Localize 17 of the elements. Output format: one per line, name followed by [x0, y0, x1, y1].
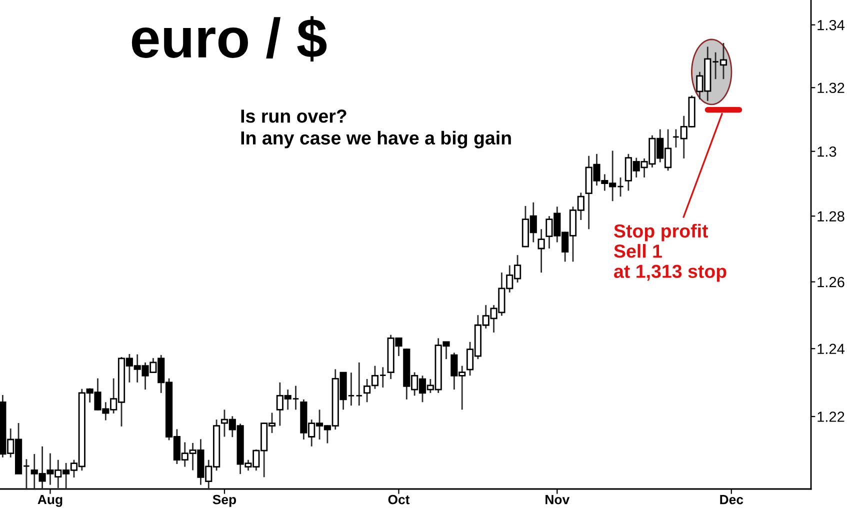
y-tick-label: 1.3: [818, 146, 836, 157]
x-tick-label: Sep: [212, 494, 236, 507]
x-tick-label: Dec: [720, 495, 744, 504]
y-tick-label: 1.28: [818, 211, 844, 222]
y-tick-label: 1.24: [818, 344, 845, 354]
y-tick-label: 1.32: [818, 82, 844, 94]
candlestick: [356, 362, 363, 406]
y-tick-label: 1.22: [818, 412, 844, 422]
candlestick: [538, 228, 545, 274]
text: Stop profit Sell 1 at 1,313 stop: [614, 224, 726, 282]
x-tick-label: Aug: [38, 494, 62, 507]
chart-title: euro / $: [132, 16, 327, 62]
y-tick-label: 1.26: [818, 276, 844, 288]
x-tick-label: Oct: [388, 494, 410, 504]
x-tick-label: Nov: [546, 495, 570, 504]
y-tick-label: 1.34: [818, 20, 845, 30]
annotation: Is run over? In any case we have a big gain: [241, 109, 511, 148]
